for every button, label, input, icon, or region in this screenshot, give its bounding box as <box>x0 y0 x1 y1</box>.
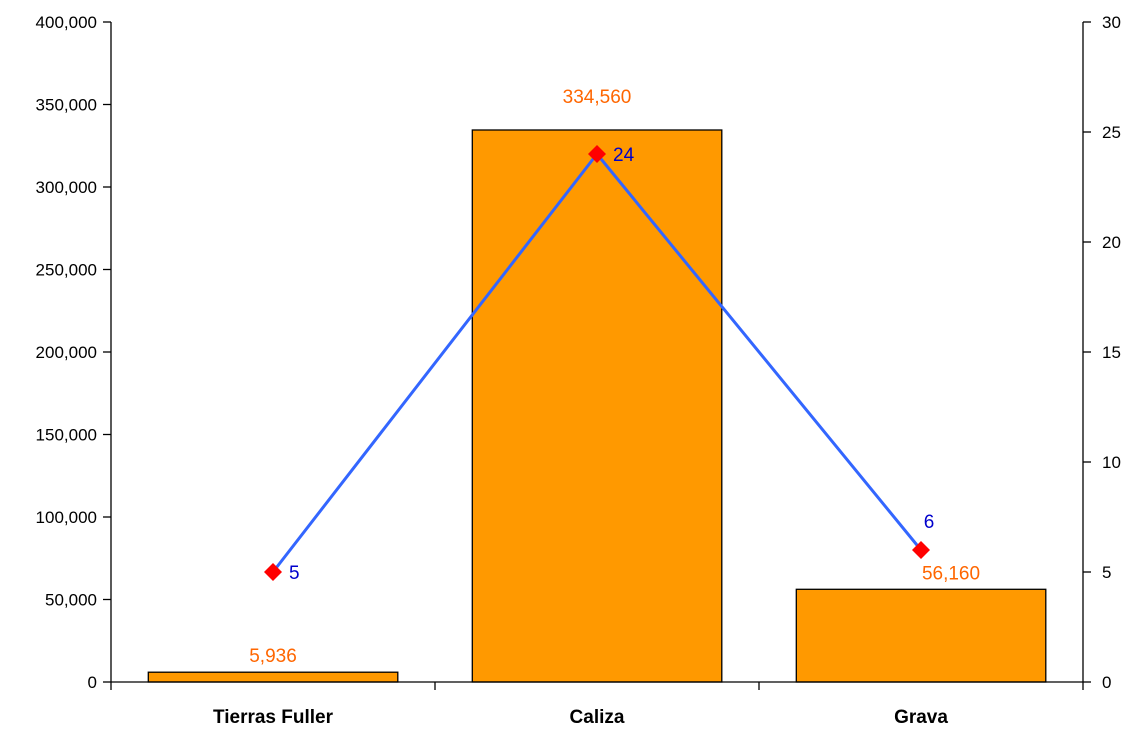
right-tick-label: 15 <box>1102 343 1121 362</box>
left-tick-label: 0 <box>88 673 97 692</box>
right-tick-label: 10 <box>1102 453 1121 472</box>
line-marker-tierras-fuller <box>264 563 282 581</box>
left-tick-label: 350,000 <box>36 96 97 115</box>
left-tick-label: 400,000 <box>36 13 97 32</box>
left-tick-label: 150,000 <box>36 426 97 445</box>
left-tick-label: 300,000 <box>36 178 97 197</box>
right-tick-label: 20 <box>1102 233 1121 252</box>
line-data-label: 5 <box>289 563 300 584</box>
left-tick-label: 50,000 <box>45 591 97 610</box>
line-marker-grava <box>912 541 930 559</box>
bar-data-label: 56,160 <box>922 563 980 584</box>
bar-data-label: 5,936 <box>249 646 297 667</box>
category-label-caliza: Caliza <box>570 707 625 728</box>
bar-series <box>147 129 1047 683</box>
right-tick-label: 0 <box>1102 673 1111 692</box>
right-tick-label: 30 <box>1102 13 1121 32</box>
right-tick-label: 25 <box>1102 123 1121 142</box>
left-tick-label: 200,000 <box>36 343 97 362</box>
category-label-tierras-fuller: Tierras Fuller <box>213 707 334 728</box>
line-data-label: 24 <box>613 145 635 166</box>
right-tick-label: 5 <box>1102 563 1111 582</box>
bar-caliza <box>471 129 723 683</box>
line-series <box>264 145 930 581</box>
axes: 0 50,000 100,000 150,000 200,000 250,000 300,0… <box>36 13 1121 728</box>
left-tick-label: 100,000 <box>36 508 97 527</box>
data-labels: 5,936 334,560 56,160 5 24 6 <box>249 87 980 667</box>
left-tick-label: 250,000 <box>36 261 97 280</box>
line-data-label: 6 <box>924 512 935 533</box>
bar-data-label: 334,560 <box>563 87 632 108</box>
category-label-grava: Grava <box>894 707 948 728</box>
line-marker-caliza <box>588 145 606 163</box>
bar-tierras-fuller <box>147 671 399 683</box>
bar-grava <box>795 588 1047 683</box>
